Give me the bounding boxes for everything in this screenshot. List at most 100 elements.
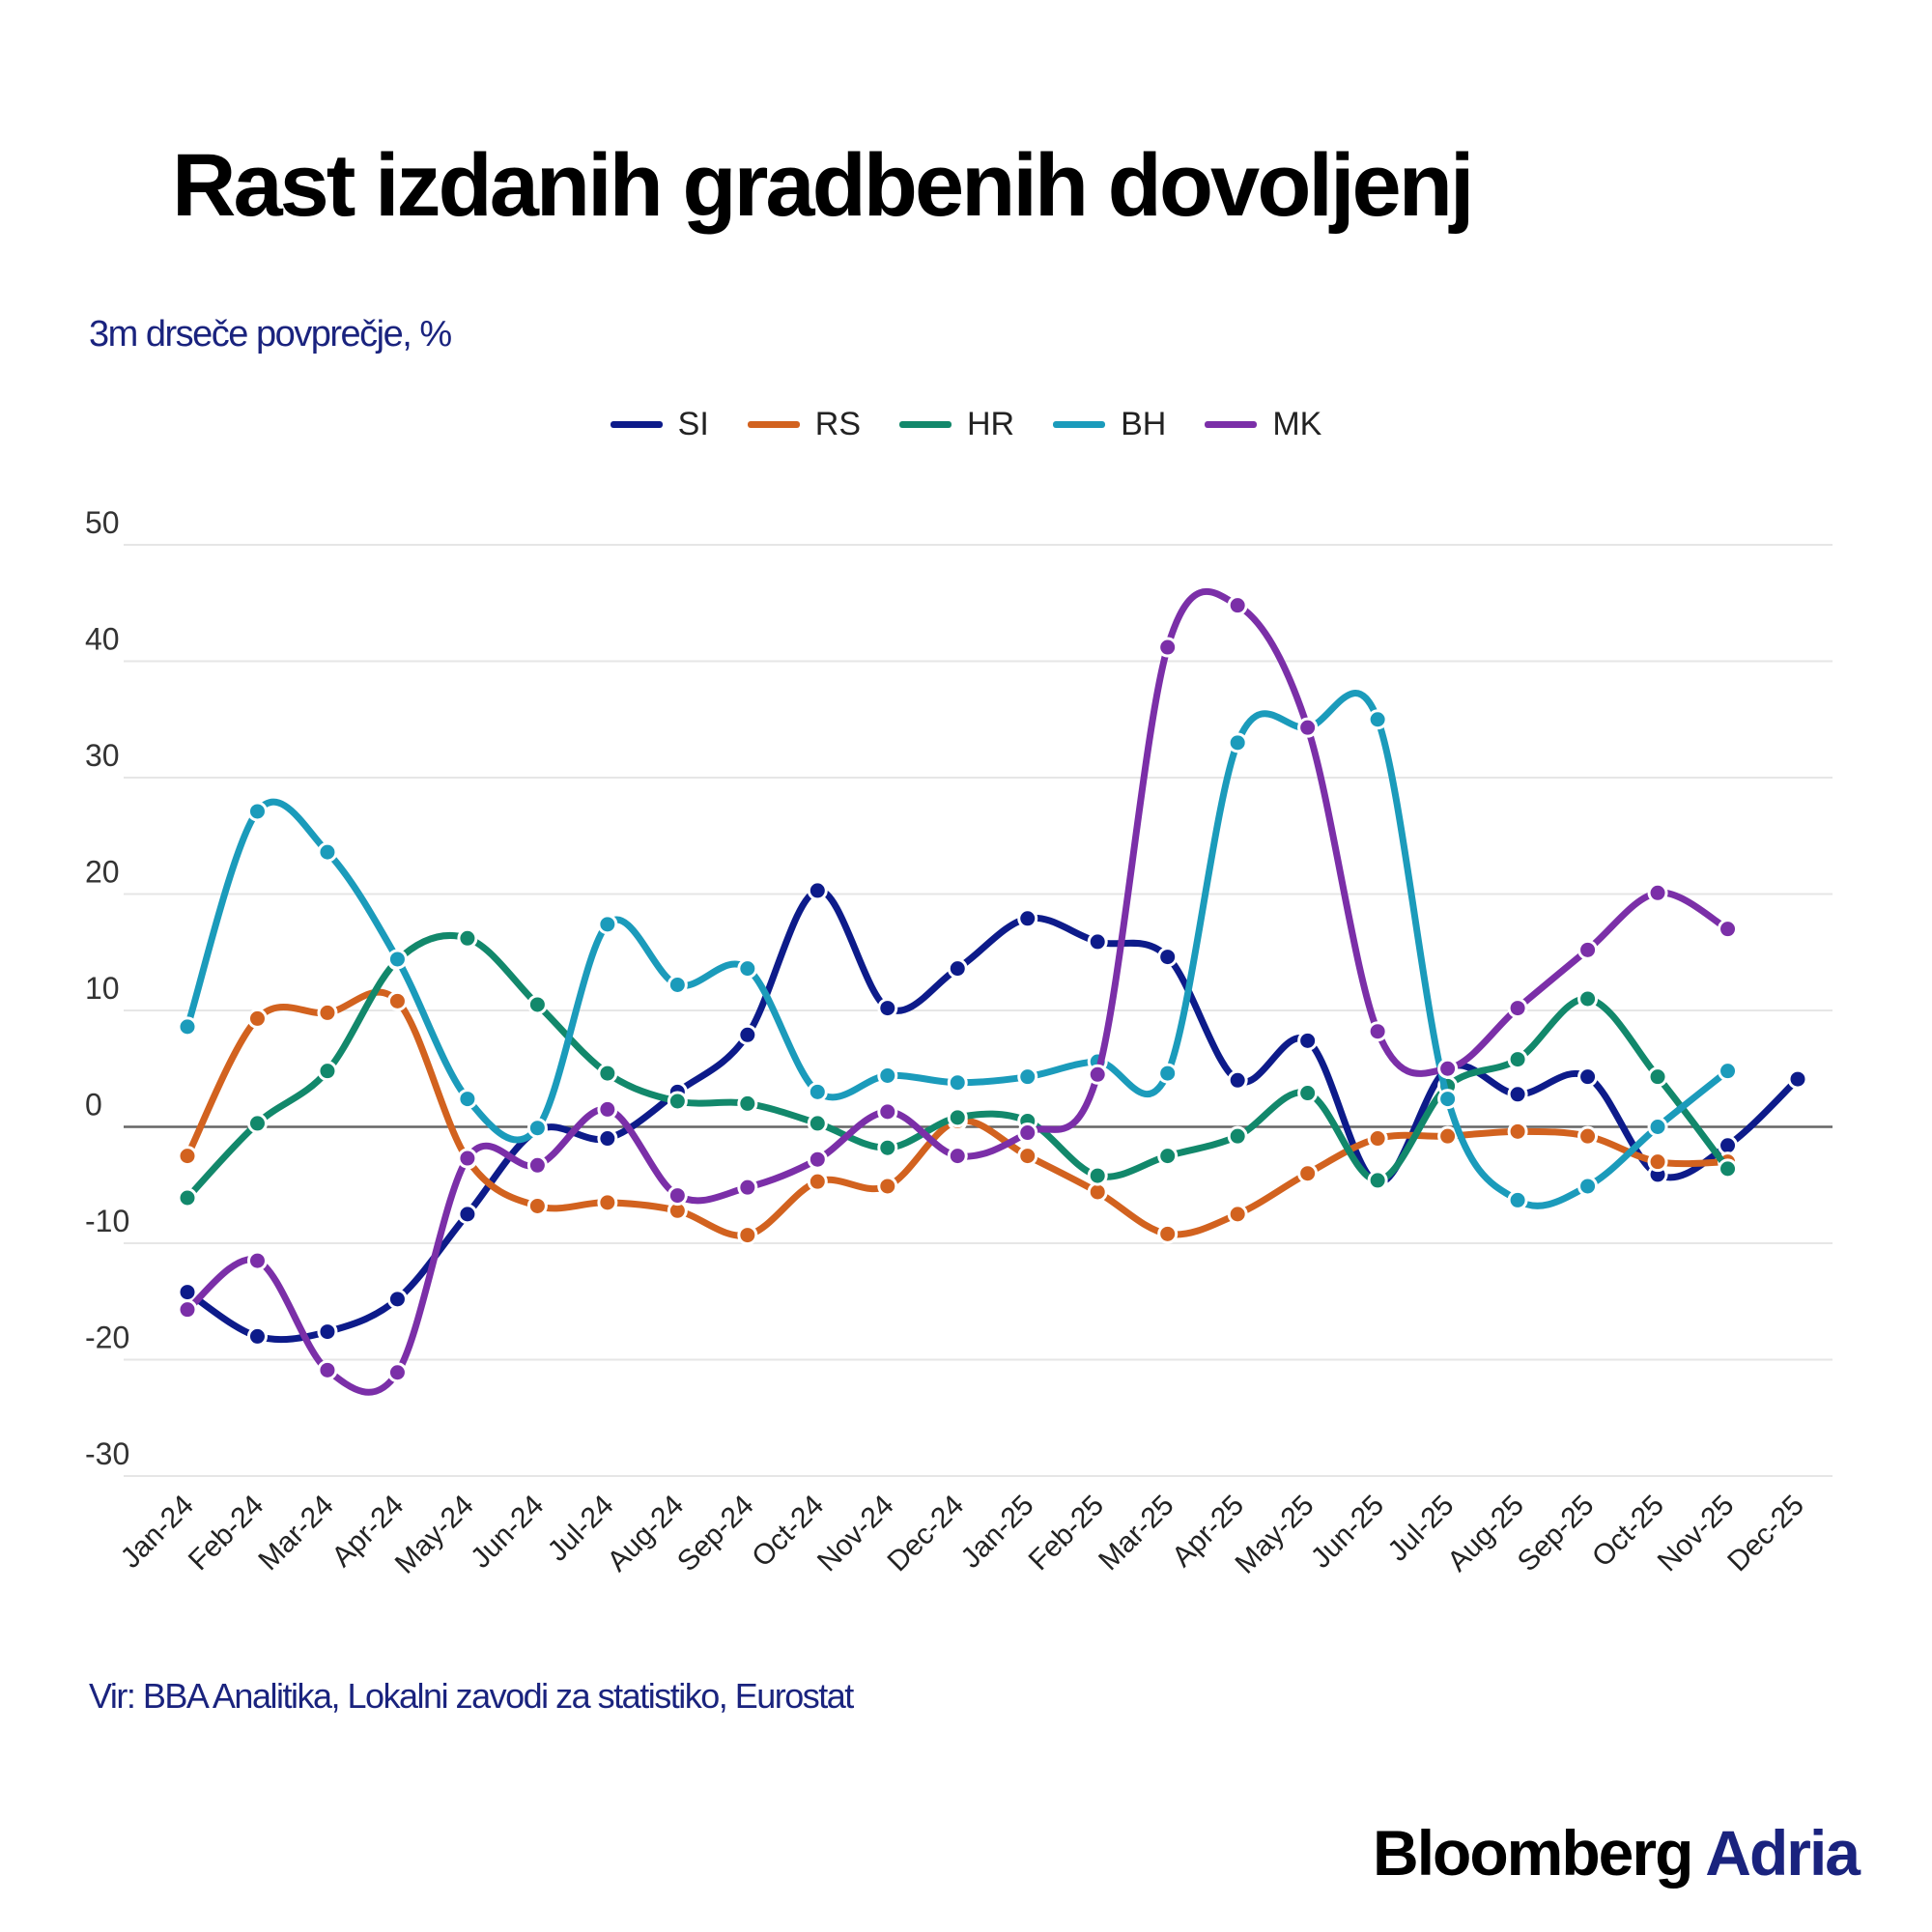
data-point-bh <box>1367 709 1388 730</box>
data-point-mk <box>246 1250 268 1271</box>
brand-suffix: Adria <box>1705 1817 1861 1889</box>
data-point-mk <box>1087 1064 1108 1085</box>
data-point-bh <box>386 949 408 970</box>
x-tick-label: Jun-25 <box>1305 1490 1390 1575</box>
x-tick-label: Aug-25 <box>1441 1490 1530 1578</box>
data-point-mk <box>1367 1021 1388 1042</box>
data-point-mk <box>457 1148 478 1169</box>
data-point-hr <box>1157 1146 1179 1167</box>
data-point-rs <box>807 1171 828 1192</box>
data-point-si <box>877 998 898 1019</box>
data-point-si <box>1787 1068 1808 1090</box>
data-point-hr <box>317 1061 338 1082</box>
data-point-bh <box>246 801 268 822</box>
data-point-rs <box>1647 1151 1668 1173</box>
legend-swatch <box>610 421 663 428</box>
legend-item-rs: RS <box>747 406 861 443</box>
data-point-mk <box>947 1146 968 1167</box>
data-point-mk <box>177 1299 198 1321</box>
x-tick-label: Feb-24 <box>183 1490 270 1577</box>
data-point-rs <box>1297 1163 1319 1184</box>
legend-item-hr: HR <box>899 406 1014 443</box>
legend-label: MK <box>1272 406 1322 442</box>
y-tick-label: 10 <box>85 971 120 1006</box>
data-point-mk <box>737 1177 758 1198</box>
legend-swatch <box>1205 421 1258 428</box>
data-point-mk <box>877 1101 898 1122</box>
data-point-hr <box>1507 1049 1528 1070</box>
data-point-rs <box>317 1002 338 1023</box>
x-tick-label: Mar-25 <box>1093 1490 1180 1577</box>
data-point-mk <box>317 1359 338 1380</box>
data-point-hr <box>737 1093 758 1114</box>
data-point-hr <box>1087 1165 1108 1186</box>
y-tick-label: -30 <box>85 1436 129 1471</box>
data-point-mk <box>526 1154 548 1176</box>
x-tick-label: Mar-24 <box>252 1490 340 1577</box>
legend-item-bh: BH <box>1053 406 1166 443</box>
data-point-rs <box>1157 1223 1179 1244</box>
data-point-si <box>737 1024 758 1045</box>
x-tick-label: Sep-24 <box>671 1490 760 1578</box>
x-tick-label: Dec-24 <box>881 1490 970 1578</box>
data-point-si <box>1157 947 1179 968</box>
data-point-hr <box>526 994 548 1015</box>
legend-label: HR <box>967 406 1015 442</box>
x-tick-label: Jun-24 <box>465 1490 550 1575</box>
y-tick-label: 50 <box>85 505 120 540</box>
data-point-mk <box>1507 998 1528 1019</box>
data-point-si <box>246 1325 268 1347</box>
data-point-bh <box>1718 1061 1739 1082</box>
data-point-si <box>1227 1069 1248 1091</box>
data-point-rs <box>1227 1204 1248 1225</box>
data-point-bh <box>1647 1117 1668 1137</box>
y-tick-label: -20 <box>85 1321 129 1355</box>
data-point-bh <box>1157 1063 1179 1084</box>
data-point-bh <box>737 958 758 980</box>
data-point-hr <box>177 1187 198 1208</box>
data-point-rs <box>1507 1121 1528 1142</box>
x-tick-label: Aug-24 <box>602 1490 691 1578</box>
x-tick-label: May-24 <box>389 1490 480 1580</box>
legend-label: RS <box>814 406 861 442</box>
data-point-mk <box>1157 637 1179 658</box>
data-point-rs <box>877 1176 898 1197</box>
data-point-si <box>947 958 968 980</box>
x-tick-label: Nov-24 <box>811 1490 900 1578</box>
data-point-si <box>1297 1030 1319 1051</box>
data-point-bh <box>877 1065 898 1086</box>
data-point-hr <box>1647 1066 1668 1088</box>
data-point-si <box>1507 1084 1528 1105</box>
x-tick-label: Jan-25 <box>954 1490 1039 1575</box>
source-note: Vir: BBA Analitika, Lokalni zavodi za st… <box>89 1676 854 1716</box>
data-point-hr <box>1718 1158 1739 1179</box>
data-point-bh <box>667 974 688 995</box>
data-point-bh <box>1437 1089 1459 1110</box>
legend-label: SI <box>677 406 709 442</box>
legend-swatch <box>1053 421 1106 428</box>
data-point-bh <box>177 1016 198 1037</box>
legend-item-mk: MK <box>1205 406 1321 443</box>
data-point-mk <box>597 1098 618 1120</box>
x-tick-label: Jan-24 <box>115 1490 200 1575</box>
data-point-rs <box>1367 1128 1388 1150</box>
data-point-mk <box>1437 1058 1459 1079</box>
x-tick-label: Sep-25 <box>1512 1490 1601 1578</box>
data-point-rs <box>1087 1181 1108 1203</box>
data-point-mk <box>1227 595 1248 616</box>
brand-name: Bloomberg <box>1373 1817 1693 1889</box>
y-tick-label: 20 <box>85 855 120 890</box>
data-point-rs <box>1577 1125 1599 1147</box>
data-point-mk <box>1297 717 1319 738</box>
legend-swatch <box>899 421 952 428</box>
data-point-bh <box>1507 1189 1528 1210</box>
y-tick-label: 40 <box>85 622 120 657</box>
brand-logo: Bloomberg Adria <box>1373 1816 1861 1889</box>
data-point-hr <box>1297 1083 1319 1104</box>
data-point-bh <box>1017 1066 1038 1088</box>
data-point-rs <box>597 1192 618 1213</box>
data-point-bh <box>947 1072 968 1094</box>
data-point-rs <box>386 990 408 1011</box>
